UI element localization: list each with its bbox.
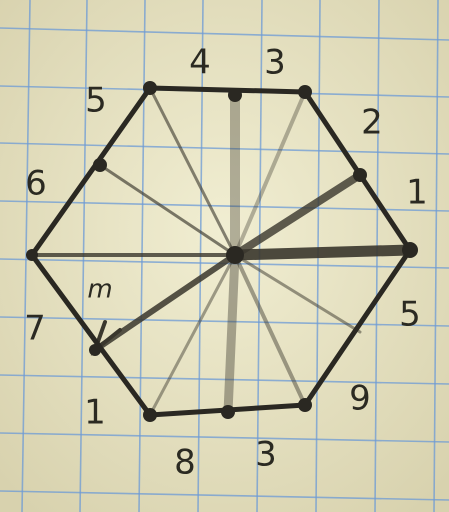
- labels: 4 3 2 1 5 9 3 8 1 7 6 5 m: [24, 43, 428, 483]
- label: 2: [361, 103, 383, 143]
- label: 3: [264, 43, 286, 83]
- label: 5: [85, 81, 107, 121]
- label: 1: [84, 393, 106, 433]
- label: 3: [255, 435, 277, 475]
- label: m: [87, 275, 112, 305]
- label: 9: [349, 379, 371, 419]
- label: 8: [174, 443, 196, 483]
- label: 1: [406, 173, 428, 213]
- spokes: [30, 86, 416, 417]
- vertex-dots: [26, 81, 418, 422]
- label: 6: [25, 164, 47, 204]
- label: 5: [399, 295, 421, 335]
- label: 7: [24, 309, 46, 349]
- label: 4: [189, 43, 211, 83]
